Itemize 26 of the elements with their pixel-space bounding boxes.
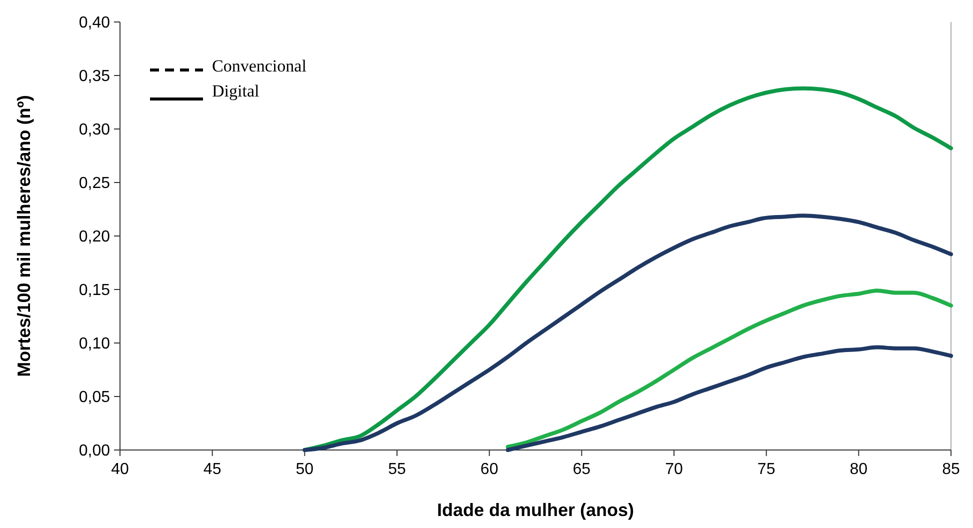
x-tick-label: 85 xyxy=(942,461,960,478)
x-tick-label: 75 xyxy=(757,461,776,478)
line-series xyxy=(302,214,953,452)
y-tick-label: 0,15 xyxy=(78,282,110,300)
x-axis-title: Idade da mulher (anos) xyxy=(436,500,634,520)
y-tick-label: 0,00 xyxy=(78,442,110,460)
annotation: Convencional xyxy=(212,56,307,76)
y-tick-label: 0,20 xyxy=(78,228,110,246)
y-tick-label: 0,10 xyxy=(78,336,110,353)
x-tick-label: 80 xyxy=(850,461,868,478)
y-axis-title: Mortes/100 mil mulheres/ano (nº) xyxy=(14,95,34,377)
annotation: Digital xyxy=(212,82,260,101)
x-tick-label: 50 xyxy=(296,461,314,478)
y-tick-label: 0,35 xyxy=(78,68,110,86)
x-tick-label: 55 xyxy=(388,461,406,478)
x-tick-label: 45 xyxy=(203,461,222,478)
x-tick-label: 70 xyxy=(665,461,683,478)
line-series xyxy=(506,288,953,449)
y-tick-label: 0,30 xyxy=(78,122,110,139)
x-tick-label: 60 xyxy=(480,461,498,478)
y-tick-label: 0,05 xyxy=(78,389,110,406)
y-tick-label: 0,25 xyxy=(78,175,110,192)
line-series xyxy=(506,345,953,452)
x-tick-label: 40 xyxy=(111,461,129,478)
x-tick-label: 65 xyxy=(572,461,591,478)
y-tick-label: 0,40 xyxy=(78,14,110,32)
